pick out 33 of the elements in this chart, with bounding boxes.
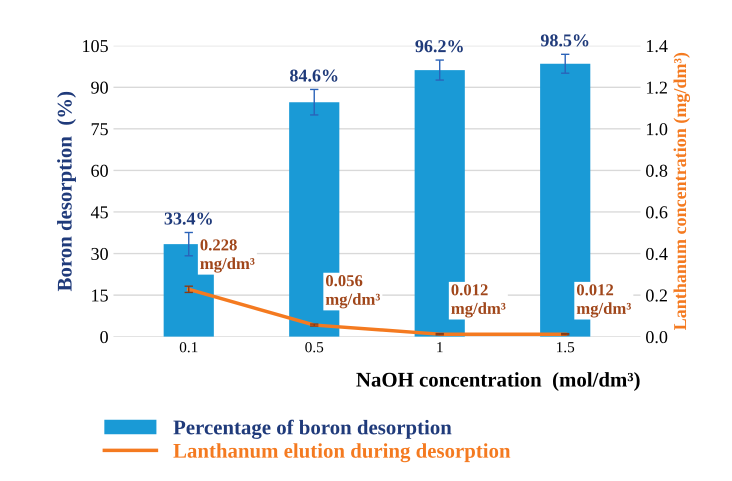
- y2-tick-label: 1.0: [646, 123, 668, 136]
- data-label: 96.2%: [415, 40, 463, 52]
- data-label: 0.012 mg/dm³: [451, 284, 506, 318]
- data-label: 84.6%: [290, 69, 338, 82]
- y2-tick-label: 0.0: [646, 330, 668, 344]
- x-tick-label: 0.5: [305, 342, 324, 352]
- y2-axis-title: Lanthanum concentration (mg/dm³): [673, 52, 690, 330]
- y2-tick-label: 0.8: [646, 164, 668, 177]
- y-tick-label: 105: [83, 40, 108, 52]
- y-tick-label: 30: [91, 248, 108, 260]
- y2-tick-label: 0.6: [646, 206, 668, 219]
- data-label: 0.012 mg/dm³: [576, 284, 631, 318]
- legend-label: Percentage of boron desorption: [173, 420, 452, 439]
- x-tick-label: 0.1: [180, 342, 198, 352]
- y2-tick-label: 1.4: [646, 40, 668, 52]
- legend-label: Lanthanum elution during desorption: [173, 443, 510, 462]
- y-tick-label: 75: [92, 123, 108, 136]
- data-label: 0.056 mg/dm³: [326, 275, 380, 308]
- data-label: 33.4%: [164, 212, 212, 225]
- y2-tick-label: 0.2: [646, 289, 667, 302]
- y-tick-label: 90: [91, 82, 108, 94]
- x-tick-label: 1: [437, 342, 443, 352]
- data-label: 0.228 mg/dm³: [200, 239, 255, 273]
- y-tick-label: 0: [100, 330, 108, 344]
- y-axis-title: Boron desorption (%): [57, 92, 76, 292]
- x-axis-title: NaOH concentration (mol/dm³): [356, 372, 640, 391]
- y-tick-label: 15: [92, 289, 108, 302]
- y2-tick-label: 1.2: [646, 82, 667, 94]
- y2-tick-label: 0.4: [646, 248, 668, 260]
- data-label: 98.5%: [540, 34, 588, 47]
- x-tick-label: 1.5: [557, 342, 574, 352]
- y-tick-label: 60: [91, 164, 108, 177]
- y-tick-label: 45: [90, 206, 108, 218]
